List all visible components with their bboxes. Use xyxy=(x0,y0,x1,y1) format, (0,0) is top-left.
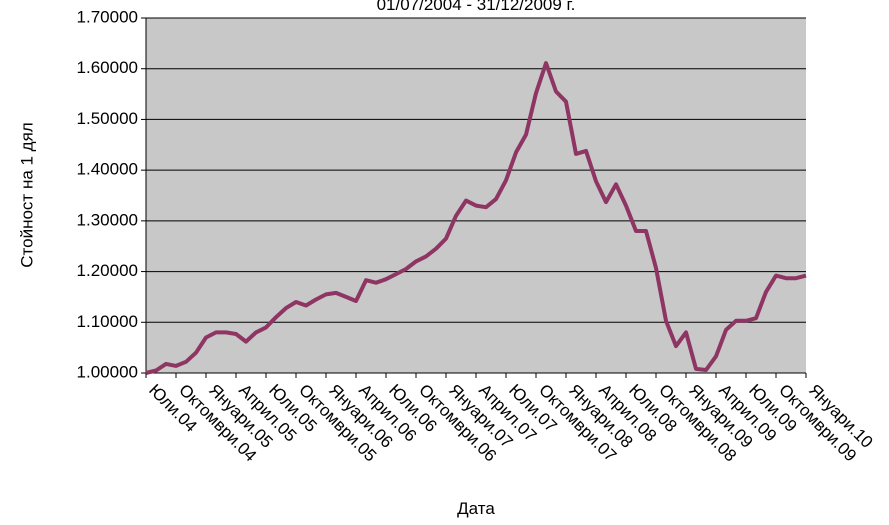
y-tick-label: 1.10000 xyxy=(77,312,138,331)
y-tick-label: 1.20000 xyxy=(77,261,138,280)
y-tick-label: 1.30000 xyxy=(77,210,138,229)
y-tick-label: 1.50000 xyxy=(77,109,138,128)
y-tick-label: 1.00000 xyxy=(77,362,138,381)
y-tick-label: 1.60000 xyxy=(77,58,138,77)
data-line xyxy=(145,61,807,375)
y-tick-label: 1.70000 xyxy=(77,7,138,26)
chart-title: 01/07/2004 - 31/12/2009 г. xyxy=(377,0,576,14)
plot-area xyxy=(146,18,806,373)
x-axis-title: Дата xyxy=(457,499,495,518)
y-tick-label: 1.40000 xyxy=(77,160,138,179)
y-axis-title: Стойност на 1 дял xyxy=(17,122,36,267)
